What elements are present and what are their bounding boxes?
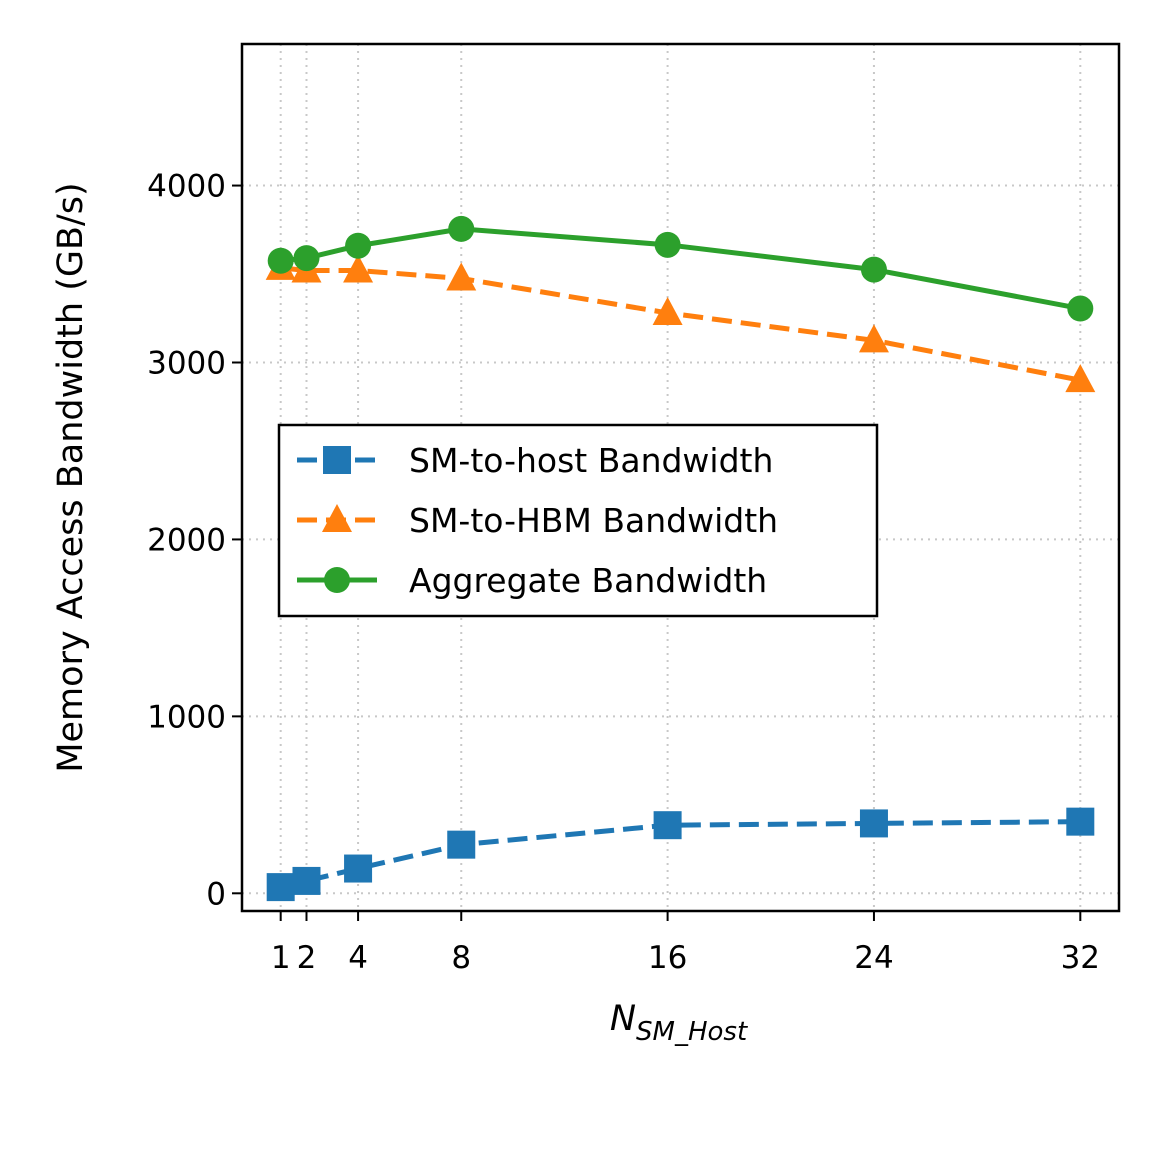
x-tick-label: 24	[854, 940, 893, 976]
data-point	[1067, 295, 1094, 322]
data-point	[860, 256, 887, 283]
data-point	[654, 231, 681, 258]
x-tick-label: 1	[271, 940, 291, 976]
x-tick-label: 32	[1061, 940, 1100, 976]
legend-entry: Aggregate Bandwidth	[297, 561, 767, 600]
data-point	[292, 866, 321, 895]
legend-marker	[322, 504, 352, 532]
series-layer	[265, 215, 1096, 902]
legend-label: SM-to-host Bandwidth	[409, 441, 773, 480]
y-tick-label: 0	[206, 876, 226, 912]
data-point	[1065, 364, 1096, 393]
x-axis-label-main: N	[610, 999, 636, 1039]
data-point	[345, 232, 372, 259]
legend-marker	[323, 446, 351, 474]
plot-frame	[240, 42, 1121, 913]
legend-label: Aggregate Bandwidth	[409, 561, 767, 600]
x-tick-label: 8	[451, 940, 471, 976]
x-axis-label-subscript: SM_Host	[636, 1017, 748, 1047]
data-point	[858, 324, 889, 353]
data-point	[652, 296, 683, 325]
data-point	[447, 830, 476, 859]
x-axis-label: NSM_Host	[610, 999, 748, 1047]
legend-entry: SM-to-host Bandwidth	[297, 441, 773, 480]
legend-label: SM-to-HBM Bandwidth	[409, 501, 778, 540]
data-point	[344, 854, 373, 883]
data-point	[266, 873, 295, 902]
y-axis-label: Memory Access Bandwidth (GB/s)	[51, 182, 91, 772]
series-1	[266, 807, 1095, 902]
legend: SM-to-host Bandwidth SM-to-HBM Bandwidth A…	[277, 423, 879, 618]
data-point	[1066, 807, 1095, 836]
legend-box	[277, 423, 879, 618]
series-2	[265, 251, 1096, 393]
grid	[242, 44, 1119, 911]
series-3	[267, 215, 1094, 322]
y-tick-label: 2000	[147, 522, 226, 558]
y-tick-label: 3000	[147, 345, 226, 381]
data-point	[859, 809, 888, 838]
y-tick-label: 4000	[147, 169, 226, 205]
legend-marker	[324, 567, 350, 593]
x-tick-label: 4	[348, 940, 368, 976]
x-tick-label: 2	[297, 940, 317, 976]
data-point	[267, 247, 294, 274]
data-point	[653, 811, 682, 840]
x-tick-label: 16	[648, 940, 687, 976]
data-point	[343, 254, 374, 283]
data-point	[446, 262, 477, 291]
y-tick-label: 1000	[147, 699, 226, 735]
legend-entry: SM-to-HBM Bandwidth	[297, 501, 778, 540]
data-point	[448, 215, 475, 242]
series-line	[280, 226, 1081, 311]
data-point	[293, 245, 320, 272]
